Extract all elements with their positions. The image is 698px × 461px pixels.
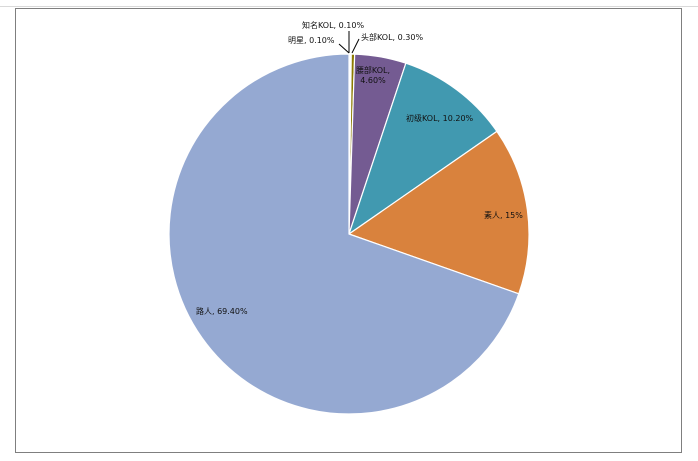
pie-slice-初级KOL	[347, 62, 498, 236]
leader-line-头部kol	[351, 38, 360, 54]
data-labels-layer: 知名KOL, 0.10% 明星, 0.10% 头部KOL, 0.30% 腰部KO…	[196, 20, 523, 316]
label-腰部kol-line1: 腰部KOL,	[356, 65, 390, 75]
pie-slice-路人	[168, 53, 520, 415]
label-素人: 素人, 15%	[484, 210, 523, 220]
pie-slices-layer	[168, 53, 530, 415]
pie-chart: 知名KOL, 0.10% 明星, 0.10% 头部KOL, 0.30% 腰部KO…	[168, 20, 530, 415]
label-明星: 明星, 0.10%	[288, 36, 335, 45]
label-腰部kol-line2: 4.60%	[360, 76, 386, 85]
label-头部kol: 头部KOL, 0.30%	[361, 32, 423, 42]
leader-lines-layer	[338, 31, 360, 54]
leader-line-明星	[338, 43, 350, 54]
label-初级kol: 初级KOL, 10.20%	[406, 113, 474, 123]
label-知名kol: 知名KOL, 0.10%	[302, 20, 364, 30]
chart-frame: 知名KOL, 0.10% 明星, 0.10% 头部KOL, 0.30% 腰部KO…	[15, 8, 682, 453]
top-strip	[0, 0, 698, 7]
pie-slice-素人	[347, 130, 530, 295]
label-路人: 路人, 69.40%	[196, 306, 248, 316]
